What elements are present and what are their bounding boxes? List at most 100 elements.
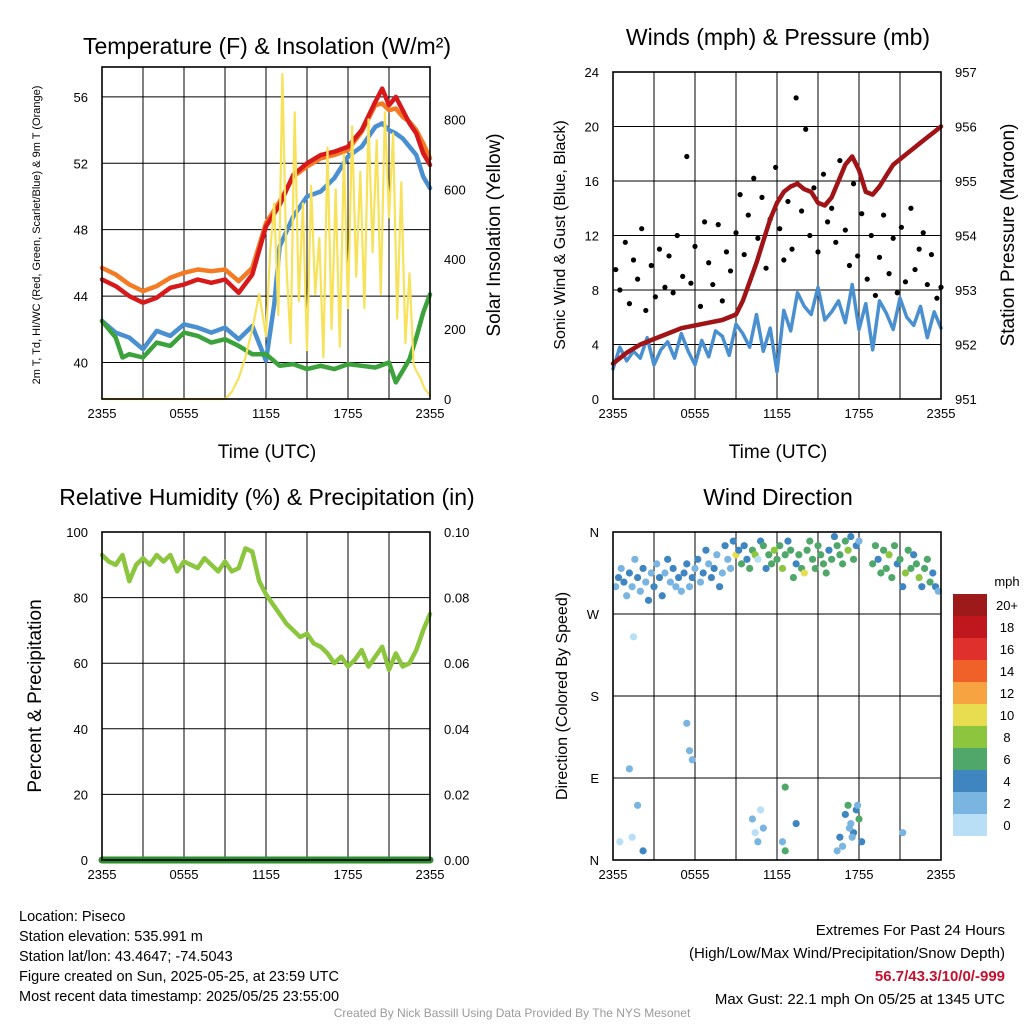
legend-swatch bbox=[953, 704, 987, 726]
legend-swatch bbox=[953, 616, 987, 638]
legend-swatch bbox=[953, 748, 987, 770]
direction-point bbox=[677, 587, 685, 595]
direction-point bbox=[822, 569, 830, 577]
gust-point bbox=[842, 227, 848, 233]
gust-point bbox=[793, 95, 799, 101]
gust-point bbox=[928, 251, 935, 258]
direction-point bbox=[833, 542, 841, 550]
direction-point bbox=[904, 546, 912, 554]
x-tick-label: 1155 bbox=[252, 867, 280, 882]
gust-point bbox=[680, 273, 686, 279]
x-tick-label: 2355 bbox=[88, 406, 117, 421]
direction-point bbox=[743, 555, 751, 563]
direction-point bbox=[770, 546, 778, 554]
winds-y-axis-label: Sonic Wind & Gust (Blue, Black) bbox=[552, 120, 569, 349]
y2-tick-label: 0.10 bbox=[444, 525, 469, 540]
direction-point bbox=[737, 560, 746, 568]
gust-point bbox=[837, 157, 843, 164]
y2-tick-label: 951 bbox=[955, 392, 977, 407]
direction-point bbox=[694, 555, 702, 563]
y-tick-label: 44 bbox=[74, 289, 88, 304]
y-tick-label: 0 bbox=[592, 392, 599, 407]
y-tick-label: 0 bbox=[81, 853, 88, 868]
extremes-subtitle: (High/Low/Max Wind/Precipitation/Snow De… bbox=[689, 945, 1005, 962]
direction-point bbox=[754, 555, 762, 563]
direction-point bbox=[669, 564, 677, 573]
direction-point bbox=[661, 569, 669, 577]
gust-point bbox=[833, 239, 839, 245]
gust-point bbox=[656, 246, 663, 252]
wind-direction-chart-title: Wind Direction bbox=[703, 484, 853, 510]
direction-point bbox=[666, 578, 675, 586]
gust-point bbox=[859, 211, 865, 217]
elevation-text: Station elevation: 535.991 m bbox=[19, 929, 203, 945]
direction-point bbox=[685, 583, 694, 591]
direction-point bbox=[688, 756, 696, 764]
direction-point bbox=[675, 573, 683, 582]
direction-point bbox=[845, 824, 854, 832]
y2-tick-label: 800 bbox=[444, 112, 466, 127]
insolation-line bbox=[100, 72, 432, 401]
direction-point bbox=[844, 546, 852, 554]
direction-point bbox=[918, 583, 926, 591]
extremes-info: Extremes For Past 24 Hours (High/Low/Max… bbox=[689, 919, 1005, 1011]
x-tick-label: 2355 bbox=[416, 867, 445, 882]
direction-point bbox=[726, 564, 735, 573]
direction-point bbox=[899, 829, 907, 837]
direction-point bbox=[806, 537, 814, 545]
gust-point bbox=[697, 303, 704, 309]
dewpoint-line bbox=[99, 292, 433, 385]
gust-point bbox=[807, 232, 813, 239]
wind-direction-panel: Wind Direction 2355 0555 1155 1755 2355NESWN… bbox=[554, 484, 1020, 882]
legend-swatch bbox=[953, 682, 987, 704]
direction-point bbox=[888, 573, 896, 582]
direction-point bbox=[664, 555, 672, 563]
direction-point bbox=[926, 578, 934, 586]
direction-point bbox=[921, 564, 929, 573]
direction-point bbox=[854, 801, 862, 809]
direction-point bbox=[691, 564, 699, 573]
legend-label: 20+ bbox=[996, 598, 1018, 613]
gust-point bbox=[773, 164, 779, 170]
direction-point bbox=[623, 592, 631, 600]
y-tick-label: 80 bbox=[74, 591, 88, 606]
x-tick-label: 2355 bbox=[416, 406, 445, 421]
gust-point bbox=[759, 194, 765, 200]
max-gust-text: Max Gust: 22.1 mph On 05/25 at 1345 UTC bbox=[714, 991, 1005, 1008]
direction-point bbox=[885, 551, 893, 559]
temperature-insolation-panel: Temperature (F) & Insolation (W/m²) 2355… bbox=[31, 33, 505, 463]
gust-point bbox=[741, 251, 747, 258]
gust-point bbox=[815, 249, 821, 255]
direction-point bbox=[910, 551, 918, 559]
y-tick-label: 40 bbox=[74, 722, 88, 737]
gust-point bbox=[755, 235, 761, 241]
y2-tick-label: 955 bbox=[955, 174, 977, 189]
direction-point bbox=[642, 578, 650, 586]
legend-label: 10 bbox=[1000, 708, 1014, 723]
speed-legend: mph 20+ 18 16 14 12 10 8 6 4 2 0 bbox=[953, 574, 1020, 836]
y2-tick-label: 0.06 bbox=[444, 656, 469, 671]
direction-point bbox=[877, 569, 885, 577]
direction-point bbox=[647, 569, 655, 577]
winds-x-axis-label: Time (UTC) bbox=[729, 442, 828, 463]
direction-point bbox=[773, 555, 781, 563]
direction-point bbox=[628, 583, 636, 591]
gust-point bbox=[763, 265, 769, 271]
direction-point bbox=[819, 560, 828, 568]
gust-point bbox=[626, 301, 633, 307]
direction-point bbox=[839, 560, 847, 568]
gust-point bbox=[898, 224, 904, 230]
direction-point bbox=[795, 551, 803, 559]
direction-point bbox=[710, 564, 718, 573]
plot-frame bbox=[612, 531, 942, 861]
gust-point bbox=[666, 253, 672, 259]
direction-point bbox=[869, 560, 877, 568]
gust-point bbox=[876, 254, 883, 260]
direction-point bbox=[702, 546, 710, 554]
direction-point bbox=[784, 537, 792, 545]
direction-point bbox=[836, 551, 844, 559]
gust-point bbox=[890, 235, 896, 241]
x-tick-label: 1155 bbox=[763, 867, 791, 882]
legend-label: 0 bbox=[1003, 818, 1010, 833]
direction-point bbox=[617, 564, 625, 573]
